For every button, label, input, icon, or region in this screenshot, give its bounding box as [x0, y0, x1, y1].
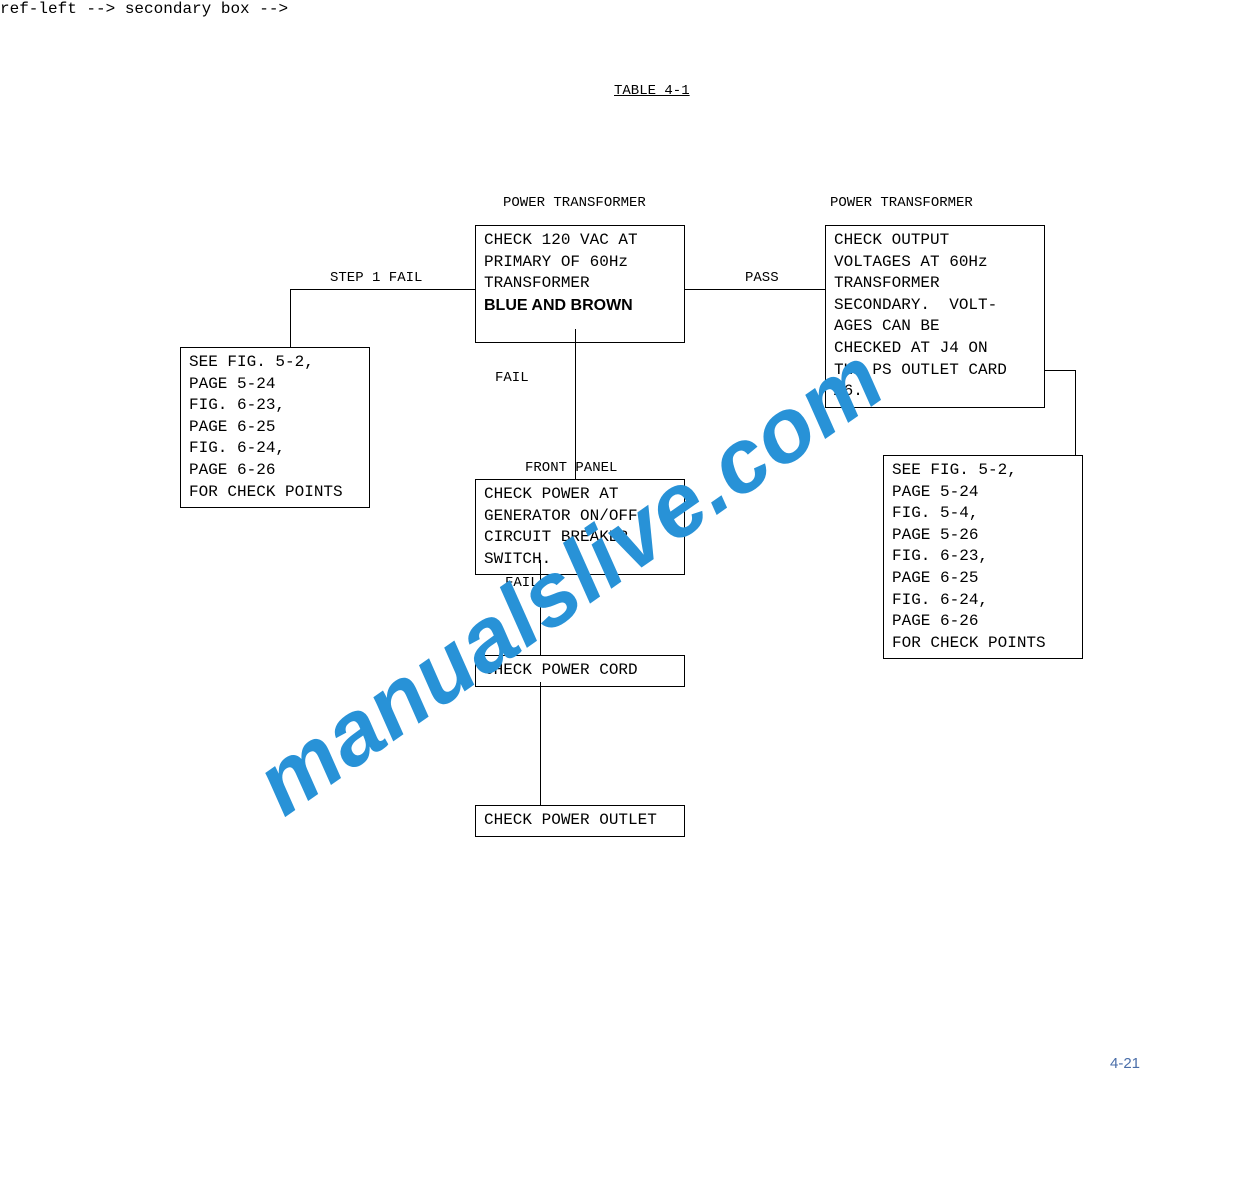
page: TABLE 4-1 POWER TRANSFORMER POWER TRANSF…	[0, 0, 1242, 1188]
header-right: POWER TRANSFORMER	[830, 195, 973, 211]
edge-label-fail-2: FAIL	[505, 575, 539, 591]
text-line: CHECK POWER CORD	[484, 660, 676, 682]
text-line: GENERATOR ON/OFF	[484, 506, 676, 528]
text-line: PAGE 6-25	[189, 417, 361, 439]
connector	[685, 289, 825, 290]
text-line: CHECK POWER OUTLET	[484, 810, 676, 832]
page-number: 4-21	[1110, 1055, 1140, 1072]
text-line: PAGE 5-24	[892, 482, 1074, 504]
box-breaker: CHECK POWER AT GENERATOR ON/OFF CIRCUIT …	[475, 479, 685, 575]
text-line: SWITCH.	[484, 549, 676, 571]
text-line-bold: BLUE AND BROWN	[484, 295, 676, 317]
text-line: PAGE 6-26	[189, 460, 361, 482]
connector	[1045, 370, 1075, 371]
connector	[575, 329, 576, 479]
text-line: CHECK POWER AT	[484, 484, 676, 506]
connector	[540, 682, 541, 805]
text-line: CHECK 120 VAC AT	[484, 230, 676, 252]
text-line: FIG. 6-23,	[189, 395, 361, 417]
text-line: PAGE 5-26	[892, 525, 1074, 547]
text-line: FIG. 6-23,	[892, 546, 1074, 568]
box-power-cord: CHECK POWER CORD	[475, 655, 685, 687]
text-line: PRIMARY OF 60Hz	[484, 252, 676, 274]
text-line: FIG. 5-4,	[892, 503, 1074, 525]
connector	[290, 289, 475, 290]
text-line: A6.	[834, 381, 1036, 403]
edge-label-step1-fail: STEP 1 FAIL	[330, 270, 422, 286]
text-line: PAGE 5-24	[189, 374, 361, 396]
text-line: CIRCUIT BREAKER	[484, 527, 676, 549]
text-line: PAGE 6-25	[892, 568, 1074, 590]
text-line: SECONDARY. VOLT-	[834, 295, 1036, 317]
box-ref-left: SEE FIG. 5-2, PAGE 5-24 FIG. 6-23, PAGE …	[180, 347, 370, 508]
text-line: FIG. 6-24,	[892, 590, 1074, 612]
text-line: PAGE 6-26	[892, 611, 1074, 633]
text-line: TRANSFORMER	[834, 273, 1036, 295]
text-line: THE PS OUTLET CARD	[834, 360, 1036, 382]
text-line: SEE FIG. 5-2,	[189, 352, 361, 374]
text-line: SEE FIG. 5-2,	[892, 460, 1074, 482]
connector	[1075, 370, 1076, 455]
box-ref-right: SEE FIG. 5-2, PAGE 5-24 FIG. 5-4, PAGE 5…	[883, 455, 1083, 659]
text-line: TRANSFORMER	[484, 273, 676, 295]
text-line: FIG. 6-24,	[189, 438, 361, 460]
text-line: FOR CHECK POINTS	[892, 633, 1074, 655]
edge-label-front-panel: FRONT PANEL	[525, 460, 617, 476]
box-primary-check: CHECK 120 VAC AT PRIMARY OF 60Hz TRANSFO…	[475, 225, 685, 343]
text-line: AGES CAN BE	[834, 316, 1036, 338]
table-label: TABLE 4-1	[614, 83, 690, 99]
text-line: CHECKED AT J4 ON	[834, 338, 1036, 360]
text-line: FOR CHECK POINTS	[189, 482, 361, 504]
text-line: VOLTAGES AT 60Hz	[834, 252, 1036, 274]
connector	[290, 289, 291, 347]
edge-label-pass: PASS	[745, 270, 779, 286]
box-power-outlet: CHECK POWER OUTLET	[475, 805, 685, 837]
box-secondary-check: CHECK OUTPUT VOLTAGES AT 60Hz TRANSFORME…	[825, 225, 1045, 408]
edge-label-fail: FAIL	[495, 370, 529, 386]
text-line: CHECK OUTPUT	[834, 230, 1036, 252]
header-left: POWER TRANSFORMER	[503, 195, 646, 211]
connector	[540, 560, 541, 655]
